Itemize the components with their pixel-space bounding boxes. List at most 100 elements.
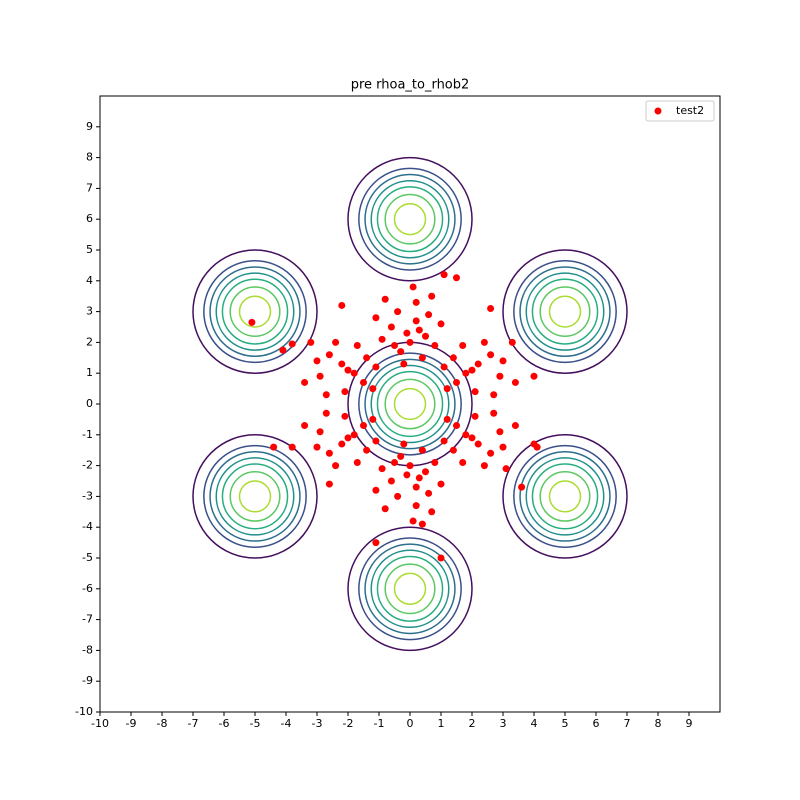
contour-line	[548, 295, 582, 328]
contour-line	[209, 450, 301, 542]
contour-line	[539, 471, 591, 522]
scatter-point	[288, 443, 296, 451]
scatter-point	[409, 283, 417, 291]
scatter-point	[453, 274, 460, 282]
contour-line	[221, 463, 289, 530]
y-tick-label: 4	[86, 274, 93, 287]
scatter-point	[341, 412, 349, 420]
y-tick-label: -3	[82, 489, 93, 502]
scatter-point	[387, 323, 395, 331]
scatter-point	[440, 363, 448, 371]
scatter-point	[325, 480, 333, 488]
scatter-point	[400, 360, 408, 368]
scatter-point	[372, 363, 380, 371]
contour-line	[370, 549, 450, 629]
scatter-point	[490, 391, 498, 399]
scatter-point	[449, 354, 457, 362]
scatter-point	[403, 471, 411, 479]
y-tick-label: -10	[75, 705, 93, 718]
scatter-point	[431, 341, 439, 349]
scatter-point	[391, 459, 398, 467]
legend-label: test2	[676, 104, 704, 117]
scatter-point	[338, 440, 346, 448]
scatter-point	[412, 317, 420, 325]
x-tick-label: -3	[312, 717, 323, 730]
scatter-point	[425, 311, 433, 319]
scatter-point	[449, 446, 457, 454]
scatter-point	[344, 434, 352, 442]
y-tick-label: 7	[86, 181, 93, 194]
contour-line	[358, 167, 462, 271]
x-tick-label: -7	[188, 717, 199, 730]
scatter-point	[400, 440, 408, 448]
scatter-point	[378, 335, 386, 343]
scatter-point	[453, 422, 460, 430]
contour-line	[525, 272, 605, 351]
y-tick-label: 8	[86, 151, 93, 164]
scatter-point	[425, 489, 433, 497]
scatter-point	[418, 446, 426, 454]
x-tick-label: 5	[562, 717, 569, 730]
scatter-point	[431, 459, 439, 467]
scatter-point	[270, 443, 278, 451]
scatter-point	[397, 452, 405, 460]
scatter-point	[338, 301, 346, 309]
scatter-point	[369, 415, 377, 423]
scatter-point	[353, 341, 361, 349]
scatter-point	[301, 378, 309, 386]
scatter-point	[511, 378, 519, 386]
scatter-point	[325, 351, 333, 359]
x-tick-label: -2	[343, 717, 354, 730]
contour-line	[531, 278, 599, 345]
scatter-point	[288, 340, 296, 348]
x-tick-label: -10	[91, 717, 109, 730]
scatter-point	[437, 480, 445, 488]
y-tick-label: -6	[82, 582, 93, 595]
scatter-point	[530, 440, 538, 448]
x-tick-label: 9	[686, 717, 693, 730]
contour-line	[238, 480, 272, 513]
scatter-point	[387, 477, 395, 485]
contour-line	[393, 203, 427, 236]
contour-line	[502, 249, 628, 374]
scatter-point	[518, 483, 526, 491]
scatter-point	[418, 354, 426, 362]
x-tick-label: 3	[500, 717, 507, 730]
scatter-point	[471, 388, 479, 396]
scatter-point	[325, 449, 333, 457]
scatter-point	[428, 508, 436, 516]
scatter-point	[412, 502, 420, 510]
y-tick-label: -2	[82, 459, 93, 472]
x-tick-label: -1	[374, 717, 385, 730]
contour-line	[548, 480, 582, 513]
scatter-point	[394, 492, 402, 500]
x-tick-label: 6	[593, 717, 600, 730]
scatter-point	[372, 539, 380, 547]
scatter-point	[322, 391, 330, 399]
scatter-point	[422, 332, 429, 340]
x-tick-label: 4	[531, 717, 538, 730]
scatter-point	[313, 443, 321, 451]
scatter-point	[391, 341, 398, 349]
scatter-point	[459, 341, 467, 349]
scatter-point	[462, 431, 470, 439]
y-tick-label: 5	[86, 243, 93, 256]
scatter-point	[468, 366, 476, 374]
contour-line	[347, 526, 473, 652]
scatter-point	[412, 483, 420, 491]
contour-line	[384, 193, 436, 245]
y-tick-label: -8	[82, 643, 93, 656]
scatter-point	[360, 422, 367, 430]
scatter-point	[372, 314, 380, 322]
scatter-point	[453, 378, 460, 386]
scatter-point	[530, 372, 538, 380]
scatter-point	[350, 369, 358, 377]
contour-line	[221, 278, 289, 345]
contour-line	[370, 179, 450, 259]
y-tick-label: 3	[86, 305, 93, 318]
scatter-point	[468, 434, 476, 442]
scatter-point	[428, 292, 436, 300]
y-tick-label: 6	[86, 212, 93, 225]
scatter-point	[418, 520, 426, 528]
